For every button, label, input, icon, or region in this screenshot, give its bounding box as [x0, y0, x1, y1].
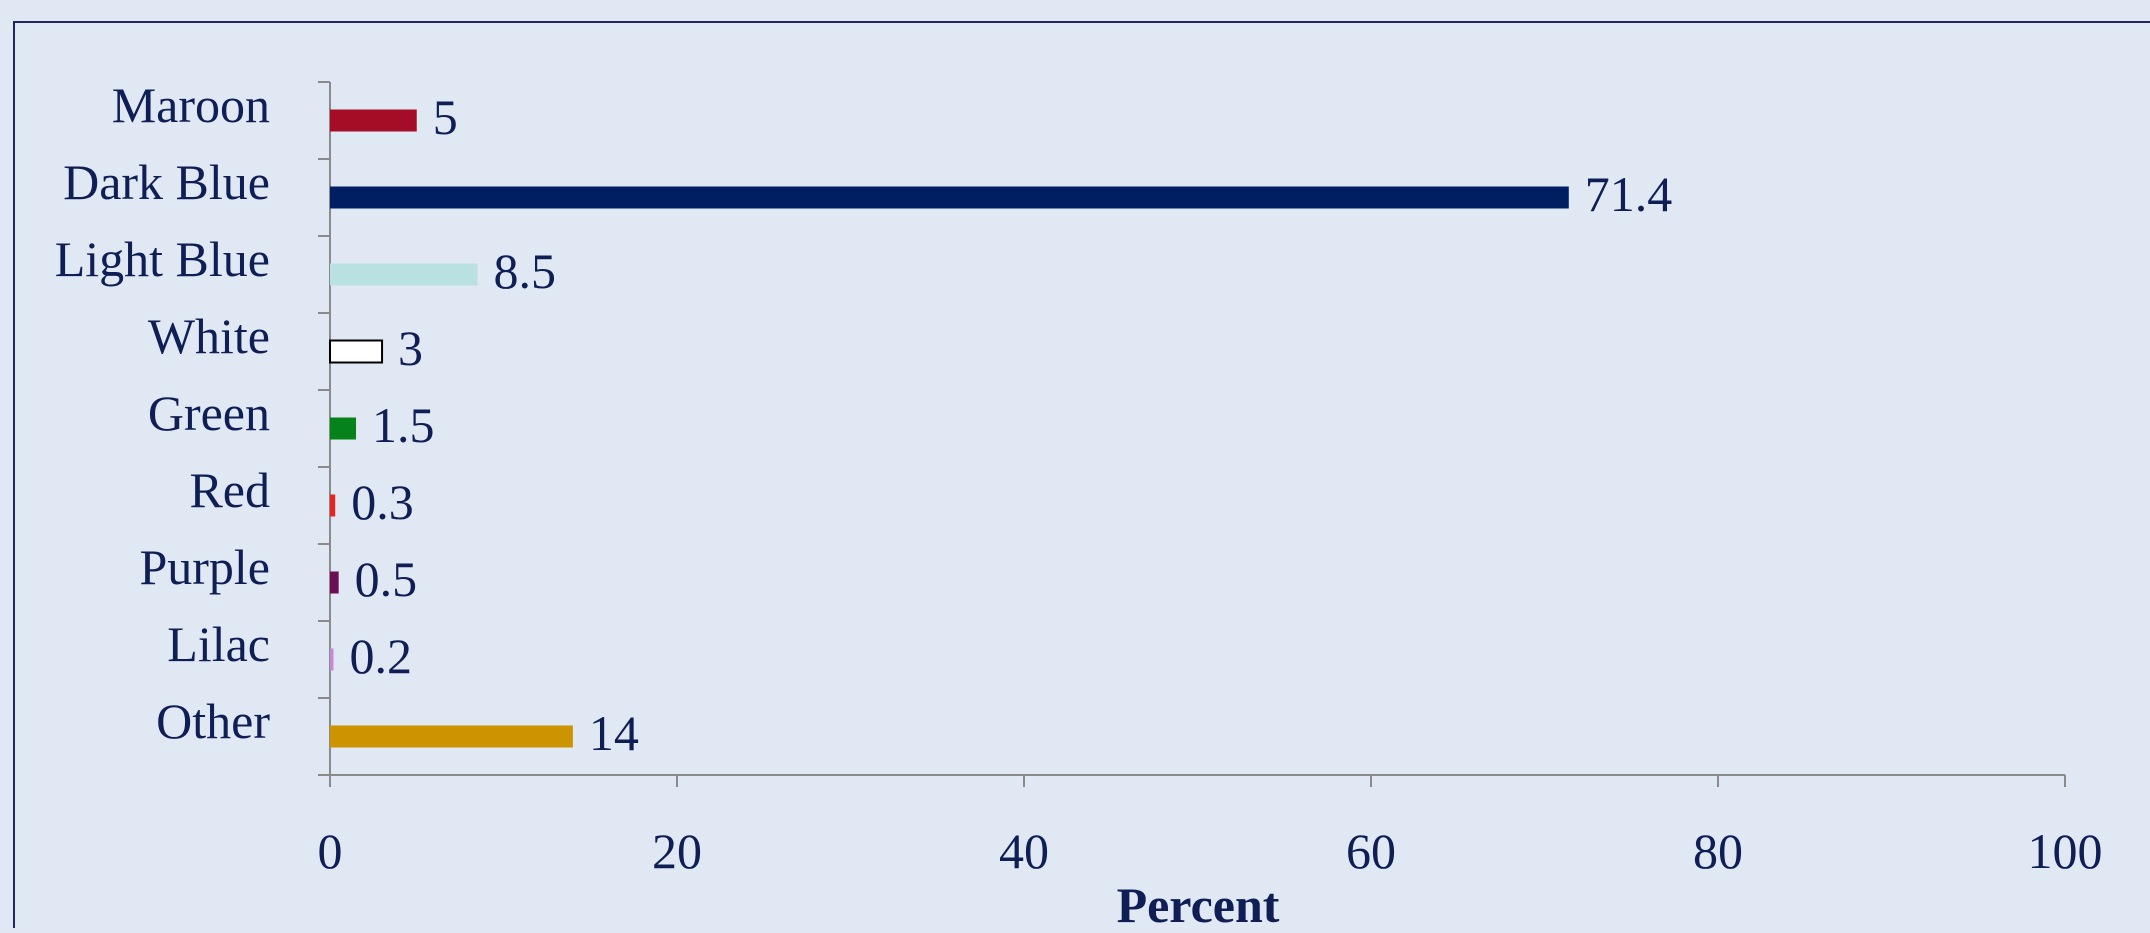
data-label: 8.5: [493, 243, 555, 299]
bars: [329, 109, 1569, 748]
data-label: 71.4: [1585, 166, 1673, 222]
labels: 0 20 40 60 80 100 Maroon 5 Dark Blue 71.4 Light Bl…: [55, 77, 2103, 879]
x-tick-label: 100: [2028, 823, 2103, 879]
x-tick-label: 80: [1693, 823, 1743, 879]
category-label: Red: [189, 462, 270, 518]
bar-green: [330, 417, 357, 440]
bar-white: [329, 339, 384, 364]
x-axis-title: Percent: [1117, 877, 1280, 928]
x-tick-label: 0: [318, 823, 343, 879]
category-label: Dark Blue: [63, 154, 270, 210]
data-label: 3: [398, 320, 423, 376]
bar-other: [330, 725, 573, 748]
data-label: 0.3: [351, 474, 414, 530]
x-tick-label: 60: [1346, 823, 1396, 879]
data-label: 0.2: [349, 628, 412, 684]
category-label: Maroon: [112, 77, 270, 133]
bar-maroon: [330, 109, 417, 132]
x-tick-label: 20: [652, 823, 702, 879]
category-label: White: [148, 308, 270, 364]
data-label: 1.5: [372, 397, 435, 453]
bar-dark-blue: [330, 186, 1569, 209]
category-label: Other: [156, 693, 270, 749]
bar-light-blue: [330, 263, 478, 286]
category-label: Lilac: [167, 616, 270, 672]
data-label: 5: [433, 89, 458, 145]
data-label: 14: [589, 705, 639, 761]
category-label: Purple: [139, 539, 270, 595]
category-label: Green: [148, 385, 270, 441]
chart-frame-border: [13, 21, 2150, 933]
x-tick-label: 40: [999, 823, 1049, 879]
bar-purple: [330, 571, 339, 594]
category-label: Light Blue: [55, 231, 270, 287]
bar-lilac: [330, 648, 334, 671]
bar-red: [330, 494, 336, 517]
data-label: 0.5: [355, 551, 418, 607]
